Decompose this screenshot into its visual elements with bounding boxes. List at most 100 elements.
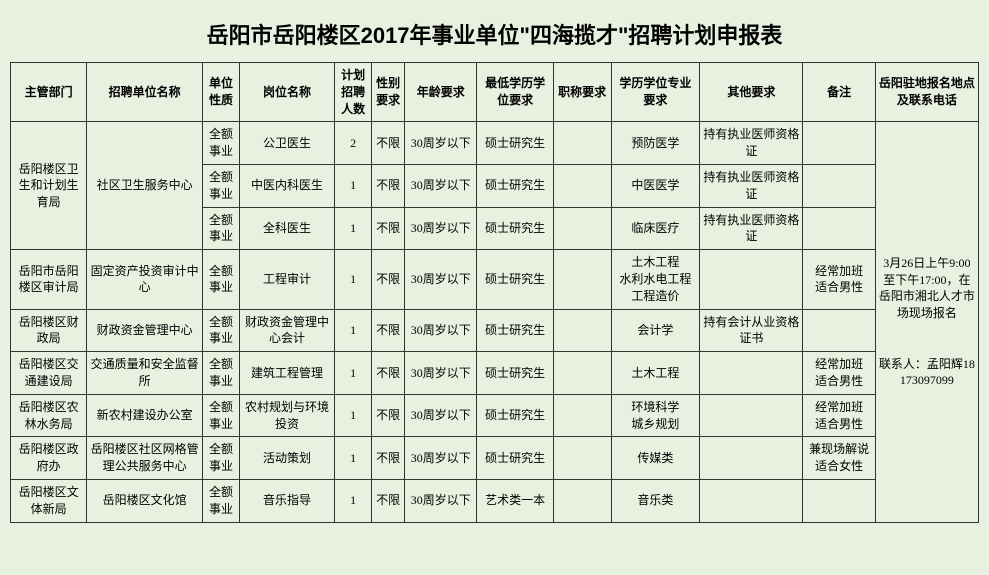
- th-post: 岗位名称: [240, 63, 335, 122]
- cell-nature: 全额事业: [202, 394, 239, 437]
- cell-other: 持有会计从业资格证书: [700, 309, 803, 352]
- cell-post: 全科医生: [240, 207, 335, 250]
- cell-unit: 岳阳楼区社区网格管理公共服务中心: [87, 437, 203, 480]
- cell-major: 中医医学: [611, 164, 700, 207]
- th-titlereq: 职称要求: [553, 63, 611, 122]
- cell-unit: 财政资金管理中心: [87, 309, 203, 352]
- cell-other: [700, 250, 803, 309]
- cell-age: 30周岁以下: [405, 394, 477, 437]
- cell-num: 1: [335, 164, 372, 207]
- cell-post: 中医内科医生: [240, 164, 335, 207]
- cell-post: 工程审计: [240, 250, 335, 309]
- th-dept: 主管部门: [11, 63, 87, 122]
- cell-age: 30周岁以下: [405, 309, 477, 352]
- cell-other: [700, 352, 803, 395]
- cell-nature: 全额事业: [202, 164, 239, 207]
- cell-other: 持有执业医师资格证: [700, 164, 803, 207]
- th-other: 其他要求: [700, 63, 803, 122]
- cell-titlereq: [553, 352, 611, 395]
- cell-dept: 岳阳楼区文体新局: [11, 479, 87, 522]
- cell-num: 1: [335, 437, 372, 480]
- th-unit: 招聘单位名称: [87, 63, 203, 122]
- cell-sex: 不限: [372, 250, 405, 309]
- cell-unit: 交通质量和安全监督所: [87, 352, 203, 395]
- cell-dept: 岳阳楼区农林水务局: [11, 394, 87, 437]
- table-row: 岳阳楼区卫生和计划生育局社区卫生服务中心全额事业公卫医生2不限30周岁以下硕士研…: [11, 122, 979, 165]
- cell-dept: 岳阳楼区卫生和计划生育局: [11, 122, 87, 250]
- cell-other: [700, 394, 803, 437]
- cell-dept: 岳阳楼区政府办: [11, 437, 87, 480]
- cell-sex: 不限: [372, 394, 405, 437]
- cell-num: 1: [335, 394, 372, 437]
- cell-other: [700, 479, 803, 522]
- cell-post: 公卫医生: [240, 122, 335, 165]
- cell-sex: 不限: [372, 437, 405, 480]
- cell-nature: 全额事业: [202, 207, 239, 250]
- cell-edu: 硕士研究生: [477, 437, 553, 480]
- cell-edu: 硕士研究生: [477, 122, 553, 165]
- cell-unit: 固定资产投资审计中心: [87, 250, 203, 309]
- table-row: 岳阳楼区政府办岳阳楼区社区网格管理公共服务中心全额事业活动策划1不限30周岁以下…: [11, 437, 979, 480]
- cell-num: 1: [335, 479, 372, 522]
- cell-major: 环境科学城乡规划: [611, 394, 700, 437]
- cell-major: 土木工程: [611, 352, 700, 395]
- cell-remark: [803, 122, 875, 165]
- cell-major: 土木工程水利水电工程工程造价: [611, 250, 700, 309]
- cell-sex: 不限: [372, 352, 405, 395]
- cell-num: 1: [335, 309, 372, 352]
- cell-unit: 新农村建设办公室: [87, 394, 203, 437]
- cell-titlereq: [553, 164, 611, 207]
- th-major: 学历学位专业要求: [611, 63, 700, 122]
- cell-major: 会计学: [611, 309, 700, 352]
- cell-post: 音乐指导: [240, 479, 335, 522]
- cell-nature: 全额事业: [202, 437, 239, 480]
- cell-dept: 岳阳市岳阳楼区审计局: [11, 250, 87, 309]
- cell-edu: 硕士研究生: [477, 352, 553, 395]
- cell-age: 30周岁以下: [405, 164, 477, 207]
- cell-titlereq: [553, 122, 611, 165]
- table-header-row: 主管部门 招聘单位名称 单位性质 岗位名称 计划招聘人数 性别要求 年龄要求 最…: [11, 63, 979, 122]
- cell-titlereq: [553, 309, 611, 352]
- th-contact: 岳阳驻地报名地点及联系电话: [875, 63, 978, 122]
- cell-remark: 兼现场解说适合女性: [803, 437, 875, 480]
- cell-major: 传媒类: [611, 437, 700, 480]
- cell-other: 持有执业医师资格证: [700, 122, 803, 165]
- cell-post: 活动策划: [240, 437, 335, 480]
- cell-num: 2: [335, 122, 372, 165]
- cell-edu: 硕士研究生: [477, 250, 553, 309]
- cell-edu: 硕士研究生: [477, 207, 553, 250]
- cell-sex: 不限: [372, 479, 405, 522]
- cell-age: 30周岁以下: [405, 207, 477, 250]
- cell-remark: [803, 309, 875, 352]
- cell-sex: 不限: [372, 207, 405, 250]
- cell-nature: 全额事业: [202, 309, 239, 352]
- cell-sex: 不限: [372, 309, 405, 352]
- cell-num: 1: [335, 207, 372, 250]
- cell-post: 财政资金管理中心会计: [240, 309, 335, 352]
- cell-titlereq: [553, 437, 611, 480]
- cell-age: 30周岁以下: [405, 437, 477, 480]
- cell-sex: 不限: [372, 122, 405, 165]
- cell-remark: 经常加班适合男性: [803, 250, 875, 309]
- cell-edu: 艺术类一本: [477, 479, 553, 522]
- cell-edu: 硕士研究生: [477, 309, 553, 352]
- th-edu: 最低学历学位要求: [477, 63, 553, 122]
- cell-dept: 岳阳楼区财政局: [11, 309, 87, 352]
- cell-other: [700, 437, 803, 480]
- cell-sex: 不限: [372, 164, 405, 207]
- cell-remark: [803, 164, 875, 207]
- cell-other: 持有执业医师资格证: [700, 207, 803, 250]
- cell-titlereq: [553, 479, 611, 522]
- th-age: 年龄要求: [405, 63, 477, 122]
- cell-unit: 社区卫生服务中心: [87, 122, 203, 250]
- cell-num: 1: [335, 250, 372, 309]
- th-nature: 单位性质: [202, 63, 239, 122]
- cell-titlereq: [553, 394, 611, 437]
- cell-edu: 硕士研究生: [477, 164, 553, 207]
- cell-nature: 全额事业: [202, 352, 239, 395]
- cell-contact: 3月26日上午9:00至下午17:00，在岳阳市湘北人才市场现场报名联系人：孟阳…: [875, 122, 978, 522]
- cell-age: 30周岁以下: [405, 352, 477, 395]
- cell-nature: 全额事业: [202, 250, 239, 309]
- cell-titlereq: [553, 207, 611, 250]
- cell-unit: 岳阳楼区文化馆: [87, 479, 203, 522]
